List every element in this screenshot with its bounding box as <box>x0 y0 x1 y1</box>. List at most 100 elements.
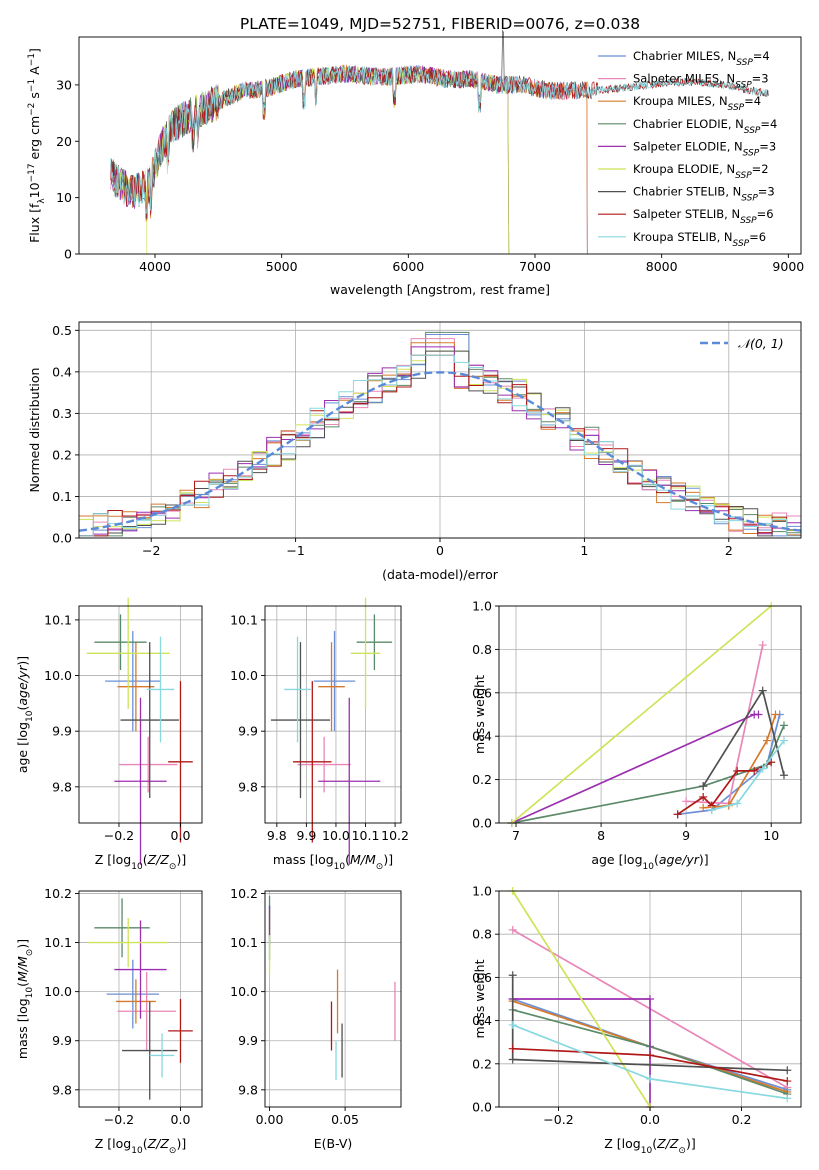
y-tick-label: 9.8 <box>238 1082 258 1097</box>
y-tick-label: 0.3 <box>52 406 72 421</box>
label-part: Z/Z <box>147 852 170 867</box>
plus-marker <box>783 1094 792 1103</box>
label-part: ( <box>15 982 30 987</box>
x-tick-label: 10 <box>763 828 779 843</box>
y-tick-label: 20 <box>56 134 72 149</box>
label-part: SSP <box>735 171 752 181</box>
y-tick-label: 9.8 <box>52 779 72 794</box>
label-part: ( <box>654 852 659 867</box>
plus-marker <box>758 686 767 695</box>
x-tick-label: −0.2 <box>104 828 134 843</box>
x-tick-label: 8 <box>597 828 605 843</box>
x-tick-label: 0.05 <box>331 1112 359 1127</box>
label-part: =3 <box>752 72 769 86</box>
x-tick-label: 1 <box>580 543 588 558</box>
label-part: Chabrier ELODIE, N <box>633 117 744 131</box>
axes-frame <box>264 890 402 1108</box>
x-tick-label: −0.2 <box>104 1112 134 1127</box>
plus-marker <box>771 710 780 719</box>
x-axis-label: age [log10(age/yr)] <box>591 852 708 872</box>
y-tick-label: 1.0 <box>472 884 492 899</box>
plus-marker <box>508 1055 517 1064</box>
axes-frame <box>78 36 802 255</box>
label-part: mass [log <box>273 852 334 867</box>
plus-marker <box>508 1020 517 1029</box>
spectrum-series-line <box>110 65 769 214</box>
plus-marker <box>646 995 654 1003</box>
histogram-step <box>79 334 801 537</box>
label-part: ( <box>143 1136 148 1151</box>
label-part: Z [log <box>95 852 131 867</box>
label-part: )] <box>699 852 709 867</box>
label-part: =4 <box>753 49 770 63</box>
y-axis-label: Normed distribution <box>27 368 42 493</box>
y-tick-label: 0.6 <box>472 970 492 985</box>
axes-frame <box>264 605 402 824</box>
label-part: ⊙ <box>25 949 35 957</box>
legend-entry: Kroupa MILES, NSSP=4 <box>633 94 761 113</box>
label-part: M/M <box>350 852 376 867</box>
y-tick-label: 0.2 <box>472 1056 492 1071</box>
y-tick-label: 0.4 <box>472 1013 492 1028</box>
x-tick-label: 9 <box>682 828 690 843</box>
label-part: SSP <box>740 216 757 226</box>
label-part: =2 <box>752 162 769 176</box>
plus-marker <box>779 736 788 745</box>
plus-marker <box>733 766 742 775</box>
spectrum-series-line <box>110 29 769 219</box>
y-tick-label: 0.4 <box>472 729 492 744</box>
label-part: 10 <box>27 182 42 198</box>
label-part: )] <box>15 656 30 666</box>
legend-entry: Salpeter STELIB, NSSP=6 <box>633 207 774 226</box>
panel-ebv-mass: 0.00 0.05 9.8 9.9 10.0 10.1 10.2 E(B-V) <box>230 886 402 1151</box>
x-tick-label: 2 <box>725 543 733 558</box>
axes-frame <box>498 605 802 824</box>
x-tick-label: 4000 <box>139 259 171 274</box>
label-part: erg cm <box>27 116 42 164</box>
plus-marker <box>707 805 716 814</box>
label-part: Kroupa STELIB, N <box>633 230 733 244</box>
y-tick-label: 10.0 <box>230 984 258 999</box>
x-tick-label: 10.0 <box>322 828 350 843</box>
label-part: s <box>27 92 42 103</box>
panel-spectrum: 4000 5000 6000 7000 8000 9000 0 10 20 30 wavelengt… <box>27 29 804 297</box>
label-part: −1 <box>27 53 37 66</box>
x-tick-label: 0 <box>436 543 444 558</box>
label-part: Z/Z <box>147 1136 170 1151</box>
label-part: =3 <box>759 139 776 153</box>
label-part: Chabrier STELIB, N <box>633 185 741 199</box>
label-part: −1 <box>27 79 37 92</box>
label-part: λ <box>37 198 47 204</box>
y-tick-label: 0.2 <box>52 447 72 462</box>
y-axis-label: Flux [fλ10−17 erg cm−2 s−1 A−1] <box>27 48 47 243</box>
plus-marker <box>779 771 788 780</box>
legend-entry: Chabrier ELODIE, NSSP=4 <box>633 117 777 136</box>
x-axis-label: (data-model)/error <box>382 567 499 582</box>
label-part: ⊙ <box>169 1146 177 1156</box>
x-tick-label: 0.2 <box>732 1112 752 1127</box>
y-tick-label: 30 <box>56 77 72 92</box>
label-part: Salpeter ELODIE, N <box>633 139 743 153</box>
label-part: =6 <box>757 207 774 221</box>
y-tick-label: 9.9 <box>238 1033 258 1048</box>
x-axis-label: E(B-V) <box>314 1136 353 1151</box>
x-axis-label: Z [log10(Z/Z⊙)] <box>95 1136 186 1156</box>
x-tick-label: 8000 <box>646 259 678 274</box>
label-part: ( <box>15 706 30 711</box>
y-axis-label: age [log10(age/yr)] <box>15 656 35 773</box>
label-part: 10 <box>131 862 143 872</box>
y-tick-label: 10 <box>56 190 72 205</box>
y-tick-label: 10.0 <box>230 668 258 683</box>
label-part: −2 <box>27 103 37 116</box>
label-part: 10 <box>641 1146 653 1156</box>
plus-marker <box>754 710 763 719</box>
plus-marker <box>508 971 517 980</box>
y-tick-label: 0.1 <box>52 489 72 504</box>
x-tick-label: 7000 <box>519 259 551 274</box>
label-part: 10 <box>643 862 655 872</box>
plus-marker <box>699 803 708 812</box>
label-part: Chabrier MILES, N <box>633 49 736 63</box>
label-part: SSP <box>733 239 750 249</box>
label-part: Flux [f <box>27 203 42 243</box>
label-part: A <box>27 66 42 79</box>
